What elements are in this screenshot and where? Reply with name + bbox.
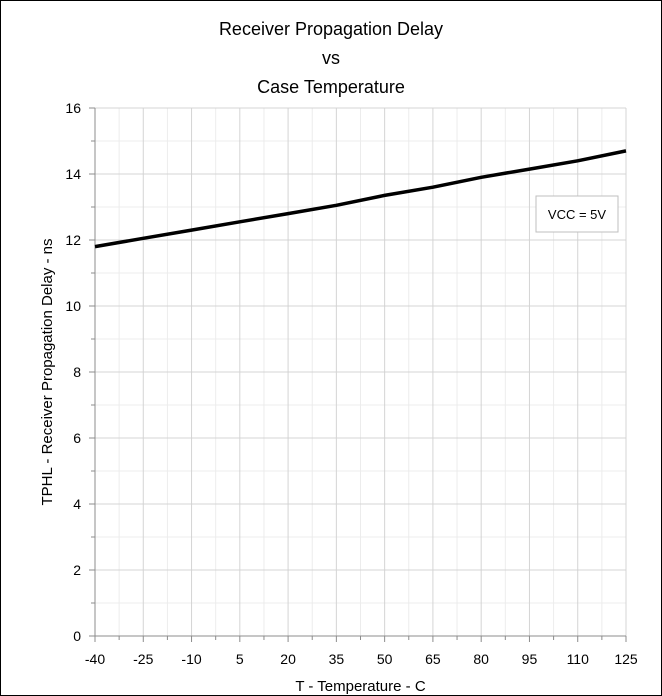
legend: VCC = 5V <box>535 195 619 233</box>
y-axis-title: TPHL - Receiver Propagation Delay - ns <box>39 238 56 505</box>
chart-title-line-3: Case Temperature <box>257 77 405 97</box>
x-tick-label: 95 <box>522 651 538 667</box>
x-tick-label: 50 <box>377 651 393 667</box>
x-tick-label: 35 <box>329 651 345 667</box>
y-tick-label: 16 <box>65 100 81 116</box>
x-tick-label: 110 <box>567 651 590 667</box>
legend-box <box>535 195 619 233</box>
legend-label: VCC = 5V <box>548 207 606 222</box>
x-tick-label: 65 <box>425 651 441 667</box>
y-tick-label: 8 <box>73 364 81 380</box>
y-tick-label: 4 <box>73 496 81 512</box>
axes <box>89 107 627 642</box>
x-tick-label: -10 <box>181 651 201 667</box>
x-tick-label: 20 <box>280 651 296 667</box>
x-axis-title: T - Temperature - C <box>295 678 425 695</box>
x-tick-label: 125 <box>614 651 638 667</box>
y-tick-label: 0 <box>73 628 81 644</box>
chart-title-line-2: vs <box>322 48 340 68</box>
series-line <box>94 149 627 249</box>
x-tick-label: -40 <box>85 651 105 667</box>
x-tick-labels: -40 -25 -10 5 20 35 50 65 80 95 110 125 <box>85 651 638 667</box>
y-tick-label: 12 <box>65 232 81 248</box>
x-tick-label: 80 <box>473 651 489 667</box>
y-tick-label: 6 <box>73 430 81 446</box>
grid <box>95 107 627 636</box>
chart-title-line-1: Receiver Propagation Delay <box>218 19 444 39</box>
y-tick-labels: 0 2 4 6 8 10 12 14 16 <box>65 100 81 644</box>
y-tick-label: 14 <box>65 166 81 182</box>
x-tick-label: 5 <box>236 651 244 667</box>
series <box>94 149 627 249</box>
x-tick-label: -25 <box>133 651 153 667</box>
y-tick-label: 2 <box>73 562 81 578</box>
y-tick-label: 10 <box>65 298 81 314</box>
